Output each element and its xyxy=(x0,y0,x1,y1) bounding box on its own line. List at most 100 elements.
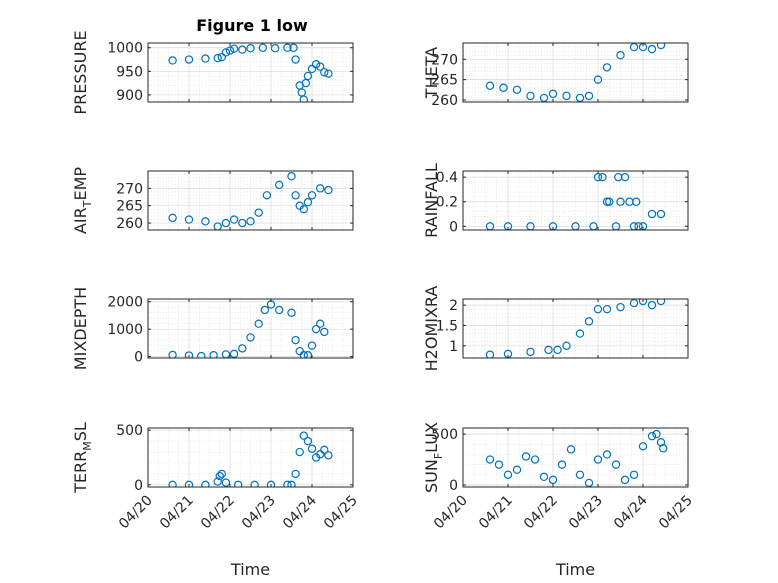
data-point xyxy=(521,452,531,461)
y-tick-label: 0 xyxy=(134,478,143,494)
y-axis-label-rest: LUX xyxy=(422,422,441,453)
data-point xyxy=(287,480,296,487)
data-point xyxy=(238,344,247,353)
data-point xyxy=(324,451,333,460)
data-point xyxy=(254,319,263,328)
data-point xyxy=(593,304,603,314)
y-tick-label: 900 xyxy=(116,88,143,104)
data-point xyxy=(620,172,630,182)
data-point xyxy=(209,351,218,358)
y-axis-label-subscript: F xyxy=(432,453,445,459)
data-point xyxy=(246,217,255,226)
data-point xyxy=(238,45,247,54)
data-point xyxy=(287,308,296,317)
x-axis-label: Time xyxy=(230,560,270,579)
data-point xyxy=(303,198,313,207)
y-tick-label: 0 xyxy=(449,219,458,235)
data-point xyxy=(221,218,231,228)
data-point xyxy=(320,327,329,337)
data-point xyxy=(225,46,235,55)
y-tick-label: 500 xyxy=(116,423,143,439)
data-point xyxy=(197,351,206,358)
data-point xyxy=(632,197,641,206)
data-point xyxy=(289,43,298,52)
data-point xyxy=(260,305,270,315)
y-tick-label: 0.2 xyxy=(436,195,458,211)
data-point xyxy=(620,475,630,485)
data-point xyxy=(184,55,194,64)
data-point xyxy=(201,480,210,487)
axes-box xyxy=(462,170,689,231)
data-point xyxy=(324,185,333,195)
y-axis-label: MIXDEPTH xyxy=(71,287,90,370)
data-point xyxy=(485,81,495,90)
data-point xyxy=(307,341,317,350)
data-point xyxy=(616,302,625,312)
data-point xyxy=(221,478,231,487)
y-tick-label: 500 xyxy=(431,427,458,443)
y-tick-label: 2000 xyxy=(107,295,143,311)
data-point xyxy=(656,209,666,219)
y-tick-label: 1000 xyxy=(107,322,143,338)
data-point xyxy=(485,350,495,358)
data-point xyxy=(584,91,594,101)
x-axis-label: Time xyxy=(555,560,595,579)
data-point xyxy=(539,472,549,482)
y-tick-label: 270 xyxy=(431,52,458,68)
data-point xyxy=(652,429,661,439)
y-axis-label-main: SUN xyxy=(422,459,441,493)
data-point xyxy=(629,470,639,479)
y-axis-label-main: THETA xyxy=(422,47,441,99)
y-axis-label-main: MIXDEPTH xyxy=(71,287,90,370)
data-point xyxy=(246,333,255,342)
data-point xyxy=(307,191,317,200)
y-axis-label-subscript: T xyxy=(81,200,94,208)
data-point xyxy=(229,44,239,53)
data-point xyxy=(647,44,657,54)
subplot-pressure: 900 950 1000 PRESSURE xyxy=(71,30,354,115)
data-point xyxy=(647,431,657,441)
data-point xyxy=(168,350,177,358)
data-point xyxy=(499,83,508,92)
data-point xyxy=(530,455,540,464)
data-point xyxy=(287,172,296,181)
data-point xyxy=(611,460,621,469)
y-tick-label: 1000 xyxy=(107,41,143,57)
data-point xyxy=(184,215,194,224)
data-point xyxy=(303,436,313,446)
data-point xyxy=(217,469,226,479)
data-point xyxy=(201,217,210,226)
y-tick-label: 0 xyxy=(134,350,143,366)
data-point xyxy=(647,300,657,310)
data-point xyxy=(299,431,308,440)
data-point xyxy=(311,324,321,334)
data-point xyxy=(647,209,657,219)
data-point xyxy=(548,89,558,99)
marker-group xyxy=(485,43,666,102)
y-tick-label: 950 xyxy=(116,64,143,80)
data-point xyxy=(184,351,194,358)
data-point xyxy=(229,215,239,224)
data-point xyxy=(512,85,522,94)
data-point xyxy=(221,350,231,358)
marker-group xyxy=(168,172,333,230)
y-tick-label: 265 xyxy=(116,199,143,215)
y-tick-label: 2 xyxy=(449,298,458,314)
y-tick-label: 270 xyxy=(116,181,143,197)
marker-group xyxy=(485,172,666,230)
data-point xyxy=(575,470,585,479)
data-point xyxy=(266,480,276,487)
figure-title: Figure 1 low xyxy=(196,16,308,35)
data-point xyxy=(562,91,571,101)
axes-box xyxy=(462,298,689,359)
data-point xyxy=(229,349,239,358)
y-axis-label: AIRTEMP xyxy=(71,167,94,234)
data-point xyxy=(602,63,612,72)
marker-group xyxy=(485,299,666,358)
y-axis-label-main: AIR xyxy=(71,207,90,234)
data-point xyxy=(638,299,648,306)
y-axis-label-rest: SL xyxy=(71,422,90,441)
